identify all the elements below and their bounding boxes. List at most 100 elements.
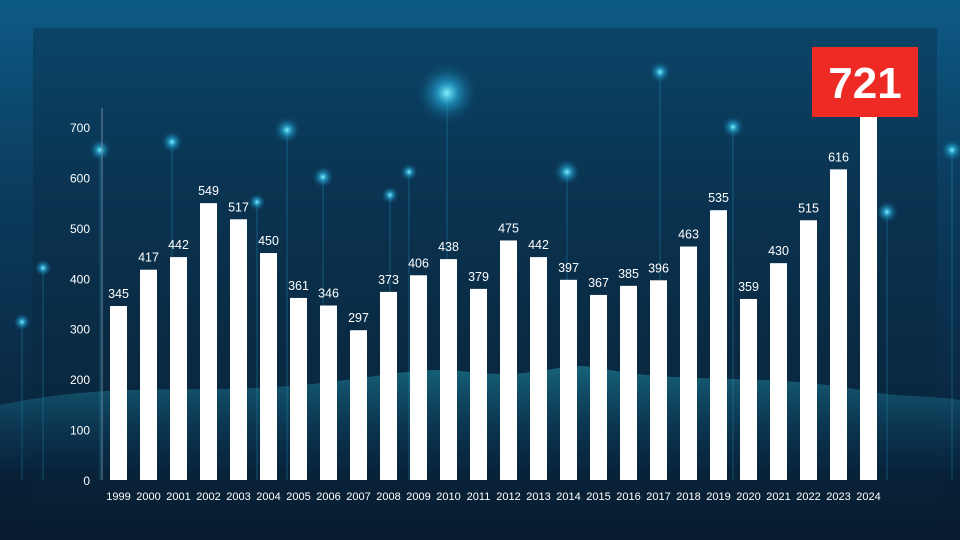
data-label-2004: 450: [258, 234, 279, 248]
x-tick-label: 2023: [826, 491, 850, 503]
bar-2004: [260, 253, 277, 480]
bar-2013: [530, 257, 547, 480]
bar-2022: [800, 220, 817, 481]
data-label-2018: 463: [678, 228, 699, 242]
glow-dot: [381, 186, 399, 204]
y-tick-label: 500: [70, 222, 90, 236]
data-label-2020: 359: [738, 280, 759, 294]
data-label-2011: 379: [468, 270, 489, 284]
data-label-2013: 442: [528, 238, 549, 252]
glow-dot: [161, 131, 183, 153]
bar-2006: [320, 305, 337, 480]
bar-2007: [350, 330, 367, 480]
glow-dot: [34, 259, 52, 277]
x-tick-label: 2012: [496, 491, 520, 503]
highlight-badge-box: [812, 47, 918, 117]
data-label-2017: 396: [648, 261, 669, 275]
bar-2010: [440, 259, 457, 480]
x-tick-label: 2024: [856, 491, 880, 503]
background-decoration: [13, 61, 960, 480]
highlight-badge-label: 721: [828, 59, 901, 108]
y-tick-label: 400: [70, 272, 90, 286]
data-label-2012: 475: [498, 221, 519, 235]
data-label-2001: 442: [168, 238, 189, 252]
bar-2005: [290, 297, 307, 480]
data-label-2008: 373: [378, 273, 399, 287]
bar-2024: [860, 116, 877, 480]
x-tick-label: 2003: [226, 491, 250, 503]
data-label-2016: 385: [618, 267, 639, 281]
data-label-2002: 549: [198, 184, 219, 198]
bar-2020: [740, 298, 757, 480]
y-tick-label: 700: [70, 121, 90, 135]
bar-2018: [680, 246, 697, 480]
x-tick-label: 2011: [467, 491, 491, 503]
glow-dot: [13, 313, 31, 331]
bar-2009: [410, 275, 427, 480]
x-tick-label: 2010: [436, 491, 460, 503]
x-tick-label: 2009: [406, 491, 430, 503]
data-label-2015: 367: [588, 276, 609, 290]
bar-2003: [230, 219, 247, 480]
x-tick-label: 2013: [526, 491, 550, 503]
x-tick-label: 2007: [346, 491, 370, 503]
data-label-2005: 361: [288, 279, 309, 293]
bar-2019: [710, 210, 727, 480]
bar-2011: [470, 288, 487, 480]
x-tick-label: 2001: [166, 491, 190, 503]
bar-2015: [590, 294, 607, 480]
x-tick-label: 2019: [706, 491, 730, 503]
data-label-1999: 345: [108, 287, 129, 301]
bar-2014: [560, 279, 577, 480]
x-tick-label: 2008: [376, 491, 400, 503]
glow-dot: [312, 166, 334, 188]
data-label-2022: 515: [798, 201, 819, 215]
data-label-2009: 406: [408, 256, 429, 270]
x-tick-label: 2004: [256, 491, 280, 503]
glow-dot: [941, 139, 960, 161]
data-label-2014: 397: [558, 261, 579, 275]
data-label-2000: 417: [138, 251, 159, 265]
glow-dot: [273, 116, 301, 144]
data-label-2023: 616: [828, 150, 849, 164]
bar-2023: [830, 169, 847, 481]
x-tick-label: 2005: [286, 491, 310, 503]
x-tick-label: 2018: [676, 491, 700, 503]
y-tick-label: 100: [70, 424, 90, 438]
glow-dot: [248, 193, 266, 211]
glow-dot: [649, 61, 671, 83]
data-label-2010: 438: [438, 240, 459, 254]
y-tick-label: 0: [83, 474, 90, 488]
bar-2012: [500, 240, 517, 480]
highlight-badge: 721: [812, 47, 918, 117]
data-label-2006: 346: [318, 287, 339, 301]
x-tick-label: 2021: [766, 491, 790, 503]
bar-2016: [620, 285, 637, 480]
x-tick-label: 2002: [196, 491, 220, 503]
x-tick-label: 2016: [616, 491, 640, 503]
data-label-2007: 297: [348, 311, 369, 325]
x-tick-label: 2017: [646, 491, 670, 503]
y-tick-label: 200: [70, 373, 90, 387]
x-tick-label: 2000: [136, 491, 160, 503]
glow-dot: [400, 163, 418, 181]
bar-2000: [140, 269, 157, 480]
bar-1999: [110, 306, 127, 480]
glow-dot: [722, 116, 744, 138]
y-tick-label: 600: [70, 171, 90, 185]
glow-dot: [876, 201, 898, 223]
glow-dot: [89, 139, 111, 161]
bar-2021: [770, 263, 787, 480]
data-label-2019: 535: [708, 191, 729, 205]
x-tick-label: 2015: [586, 491, 610, 503]
x-tick-label: 2022: [796, 491, 820, 503]
data-label-2003: 517: [228, 200, 249, 214]
x-tick-label: 2014: [556, 491, 580, 503]
glow-dot: [416, 62, 478, 124]
y-tick-label: 300: [70, 323, 90, 337]
x-tick-label: 2006: [316, 491, 340, 503]
bar-2002: [200, 203, 217, 480]
data-label-2021: 430: [768, 244, 789, 258]
bar-2017: [650, 280, 667, 480]
